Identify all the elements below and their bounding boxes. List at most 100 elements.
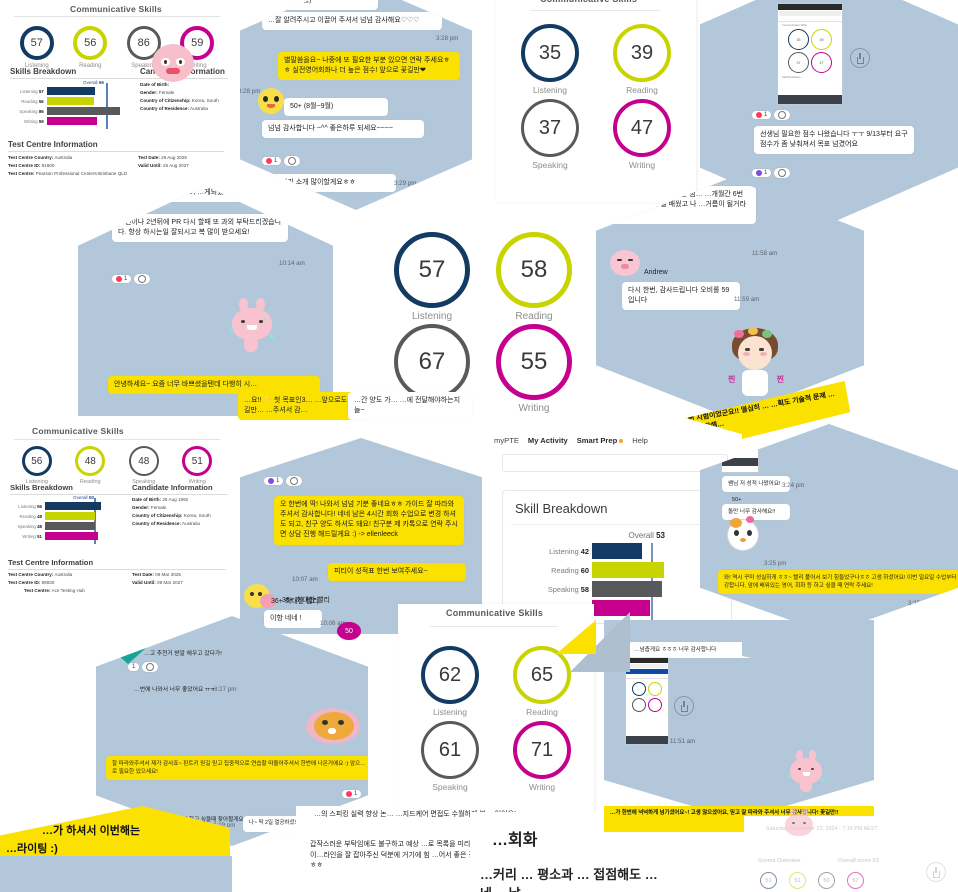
pte-nav-tabs: myPTE My Activity Smart Prep Help: [494, 436, 648, 445]
dash-ring-listening: 51: [760, 872, 777, 889]
field-value: 81600: [41, 163, 55, 169]
ring-writing: 59 Writing: [180, 26, 215, 69]
bar-value: 42: [580, 546, 589, 556]
divider: [530, 10, 660, 11]
reaction-person[interactable]: [284, 156, 301, 166]
bar-reading[interactable]: Reading 60: [513, 562, 721, 578]
share-icon[interactable]: [926, 862, 946, 882]
field-value: 26 Aug 2025: [161, 155, 187, 160]
chat-timestamp: 3:29 pm: [394, 180, 417, 187]
skills-breakdown-heading: Skills Breakdown: [10, 483, 135, 495]
girl-sticker: 찐 찐: [726, 327, 784, 398]
overall-score: Overall 53: [513, 531, 721, 540]
report-section-title: Communicative Skills: [540, 0, 637, 4]
ring-value: 56: [73, 26, 108, 60]
chat-panel-top-center: (8월~9월) …잘 알려주시고 이끌어 주셔서 넘넘 감사해요♡♡♡ 3:28…: [240, 0, 472, 210]
chat-bubble: …번에 나와서 너무 좋았어요 ㅠㅠ: [134, 687, 216, 693]
ring-label: Speaking: [432, 782, 468, 792]
field-key: Gender:: [132, 505, 150, 511]
reaction-heart[interactable]: 1: [752, 169, 772, 177]
reaction-heart[interactable]: 1: [342, 790, 362, 798]
ring-writing: 47 Writing: [602, 99, 682, 170]
reaction-person[interactable]: [286, 476, 303, 486]
bar-value: 48: [37, 513, 42, 519]
field-key: Date of Birth:: [140, 82, 170, 87]
ring-label: Speaking: [532, 160, 568, 170]
bar-reading: Reading 56: [10, 97, 132, 105]
chat-bubble: 와! 역시 꾸미 성실하게 ㅎㅎ~ 빨리 풀어서 보기 힘들었구나ㅎㅎ 고생 하…: [718, 570, 958, 595]
tab-help[interactable]: Help: [632, 436, 648, 445]
field-key: Test Centre ID:: [8, 580, 41, 586]
ring-value: 35: [521, 24, 579, 82]
dashboard-date: Saturday, November 23, 2024 - 7:15 PM AE…: [766, 826, 878, 832]
candidate-info-heading: Candidate Information: [132, 483, 228, 495]
share-icon[interactable]: [850, 48, 870, 68]
test-centre-right: Test Date: 26 Aug 2025 Valid Until: 26 A…: [138, 154, 230, 170]
bar-listening[interactable]: Listening 42: [513, 543, 721, 559]
bar-fill: [592, 581, 662, 597]
chat-timestamp: 3:29 pm: [213, 822, 236, 829]
skills-breakdown-heading: Skills Breakdown: [10, 67, 140, 79]
mini-ring-listening: [632, 682, 646, 696]
reaction-heart[interactable]: 1: [264, 477, 284, 485]
ring-label: Writing: [628, 160, 656, 170]
reaction-heart[interactable]: 1: [112, 275, 132, 283]
tab-mypte[interactable]: myPTE: [494, 436, 519, 445]
field-value: 09 Mar 2025: [155, 572, 181, 577]
banner-line-1: …가 하셔서 이번해는: [42, 825, 141, 837]
chat-reactions: 1: [262, 156, 301, 166]
ring-label: Writing: [188, 479, 206, 485]
ring-label: Reading: [526, 707, 558, 717]
chat-timestamp: 3:28 pm: [240, 88, 261, 95]
reaction-person[interactable]: [142, 662, 159, 672]
tab-my-activity[interactable]: My Activity: [527, 436, 568, 445]
field-key: Country of Citizenship:: [140, 98, 191, 104]
reaction-heart[interactable]: 1: [128, 663, 140, 671]
field-key: Country of Residence:: [132, 521, 182, 527]
ring-speaking: 61 Speaking: [410, 721, 490, 792]
divider: [14, 439, 220, 440]
phone-nav-bar[interactable]: [626, 674, 668, 679]
overall-score: Overall 50: [10, 495, 130, 500]
chat-timestamp: 3:24 pm: [782, 482, 805, 489]
phone-url-bar[interactable]: [779, 11, 841, 16]
chat-bubble-name: Andrew: [644, 269, 668, 276]
ring-listening: 35 Listening: [510, 24, 590, 95]
ring-value: 65: [513, 646, 571, 704]
phone-screenshot-thumb: [626, 658, 668, 744]
bar-speaking[interactable]: Speaking 58: [513, 581, 721, 597]
portal-card-stub: [502, 454, 728, 472]
reaction-person[interactable]: [774, 168, 791, 178]
chat-bubble: 쌤님 저 성적 나왔어요!: [722, 476, 790, 493]
phone-url-bar[interactable]: [627, 664, 667, 668]
divider: [14, 16, 220, 19]
chat-bubble: 별말씀을요~ 나중에 또 필요한 부분 있으면 연락 주세요ㅎㅎ 실전영어회화나…: [278, 52, 460, 81]
reaction-person[interactable]: [134, 274, 151, 284]
bar-value: 60: [580, 565, 589, 575]
ring-label: Writing: [518, 403, 550, 414]
chat-bubble: 36+ 최대한 빨리: [271, 598, 319, 605]
overall-label: Overall: [73, 495, 88, 500]
ring-reading: 48 Reading: [75, 446, 106, 485]
phone-nav-bar[interactable]: [778, 17, 842, 22]
reaction-person[interactable]: [774, 110, 791, 120]
share-icon[interactable]: [674, 696, 694, 716]
chat-bubble-fragment: …간 양도 가… …에 전달해야하는지 늘~: [348, 392, 472, 421]
ring-label: Reading: [79, 479, 101, 485]
bar-label: Reading: [21, 98, 38, 104]
ring-value: 37: [521, 99, 579, 157]
phone-panel-label: Communicative Skills: [782, 24, 807, 27]
ring-listening: 56 Listening: [21, 446, 52, 485]
chat-bubble: 36+ 최대한 빨리: [282, 597, 330, 604]
overall-score: Overall 66: [10, 80, 132, 85]
phone-ring-grid: 35 39 37 47: [778, 27, 842, 75]
bar-label: Reading: [19, 513, 36, 519]
reaction-heart[interactable]: 1: [262, 157, 282, 165]
reaction-heart[interactable]: 1: [752, 111, 772, 119]
kakao-sticker: [258, 88, 284, 114]
chat-timestamp: 10:08 am: [320, 620, 346, 627]
test-centre-right: Test Date: 09 Mar 2025 Valid Until: 09 M…: [132, 571, 228, 587]
skill-breakdown-card: Skill Breakdown Overall 53 Listening 42 …: [502, 490, 732, 624]
tab-smart-prep[interactable]: Smart Prep: [577, 436, 624, 445]
bar-label: Writing: [24, 118, 38, 124]
